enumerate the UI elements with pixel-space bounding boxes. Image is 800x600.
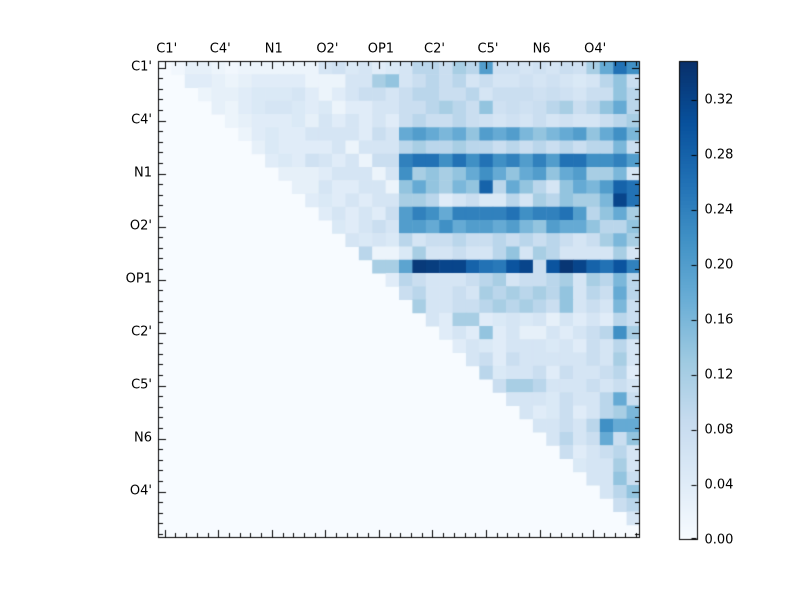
y-tick-label: O4' (129, 483, 152, 499)
colorbar-tick-label: 0.16 (704, 312, 734, 328)
colorbar-tick-label: 0.12 (704, 367, 734, 383)
x-tick-label: O4' (584, 41, 607, 57)
x-tick-label: C5' (477, 41, 499, 57)
y-tick-label: C1' (131, 59, 152, 75)
y-tick-label: C5' (131, 377, 152, 393)
colorbar-tick-label: 0.20 (704, 257, 734, 273)
y-tick-label: O2' (129, 218, 152, 234)
colorbar-tick-label: 0.00 (704, 532, 734, 547)
colorbar-tick-label: 0.28 (704, 147, 734, 163)
colorbar-tick-label: 0.24 (704, 202, 734, 218)
y-tick-label: N6 (134, 430, 152, 446)
colorbar-tick-label: 0.08 (704, 422, 734, 438)
x-tick-label: C1' (156, 41, 178, 57)
x-tick-label: N6 (532, 41, 551, 57)
x-tick-label: C4' (209, 41, 231, 57)
colorbar-tick-label: 0.32 (704, 92, 734, 108)
x-tick-label: C2' (424, 41, 445, 57)
y-tick-label: C4' (131, 112, 152, 128)
x-tick-label: O2' (316, 41, 339, 57)
y-tick-label: C2' (131, 324, 152, 340)
colorbar-tick-label: 0.04 (704, 477, 734, 493)
x-tick-label: OP1 (367, 41, 395, 57)
y-tick-label: OP1 (125, 271, 152, 287)
y-tick-label: N1 (134, 165, 152, 181)
x-tick-label: N1 (264, 41, 283, 57)
